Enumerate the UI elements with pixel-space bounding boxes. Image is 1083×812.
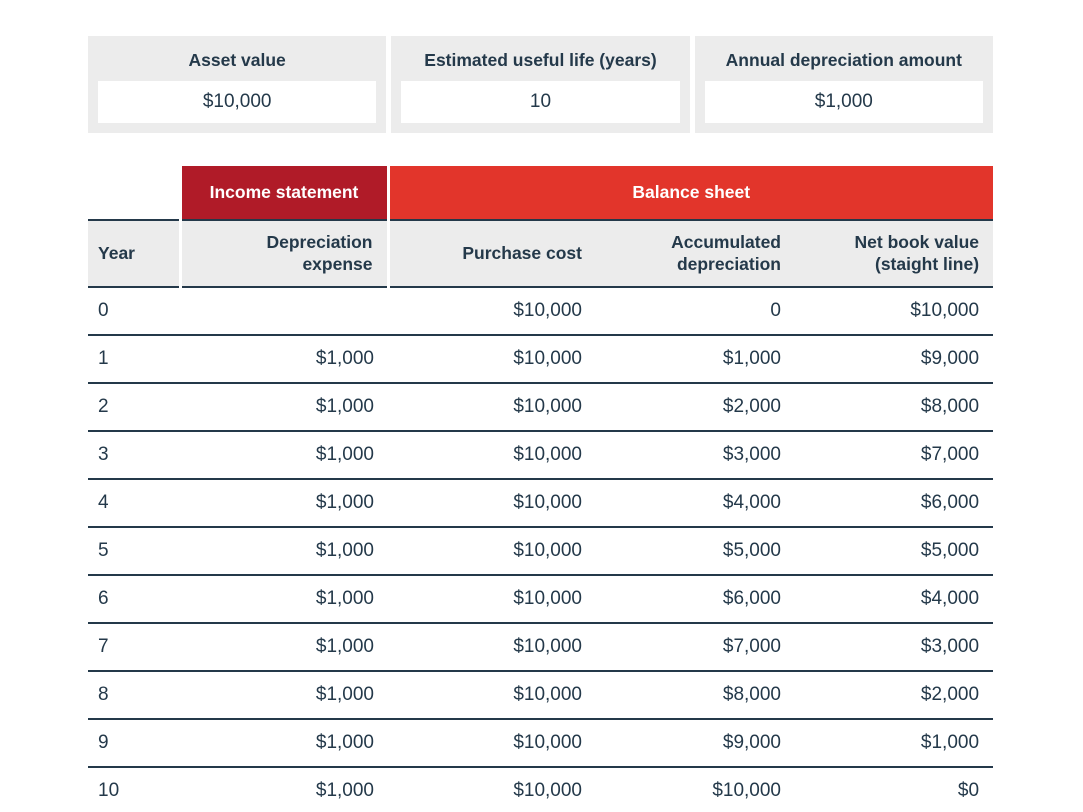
year-cell: 3 bbox=[88, 431, 180, 480]
value-cell: $10,000 bbox=[388, 671, 596, 720]
year-cell: 8 bbox=[88, 671, 180, 720]
value-cell: $4,000 bbox=[596, 479, 795, 528]
year-column-header: Year bbox=[88, 220, 180, 288]
table-row: 8 $1,000 $10,000 $8,000 $2,000 bbox=[88, 671, 994, 720]
value-cell: $10,000 bbox=[388, 431, 596, 480]
year-cell: 2 bbox=[88, 383, 180, 432]
group-header-row: Income statement Balance sheet bbox=[88, 166, 994, 221]
value-cell: $7,000 bbox=[596, 623, 795, 672]
value-cell: $1,000 bbox=[596, 335, 795, 384]
value-cell: $1,000 bbox=[180, 767, 388, 812]
table-row: 6 $1,000 $10,000 $6,000 $4,000 bbox=[88, 575, 994, 624]
value-cell: $10,000 bbox=[388, 767, 596, 812]
value-cell: $6,000 bbox=[596, 575, 795, 624]
value-cell: $2,000 bbox=[596, 383, 795, 432]
value-cell: $5,000 bbox=[795, 527, 994, 576]
column-header-row: Year Depreciation expense Purchase cost … bbox=[88, 220, 994, 288]
value-cell: $10,000 bbox=[596, 767, 795, 812]
table-row: 3 $1,000 $10,000 $3,000 $7,000 bbox=[88, 431, 994, 480]
year-cell: 10 bbox=[88, 767, 180, 812]
value-cell: $10,000 bbox=[388, 383, 596, 432]
balance-sheet-header: Balance sheet bbox=[386, 166, 994, 221]
income-statement-header: Income statement bbox=[178, 166, 388, 221]
value-cell: $8,000 bbox=[795, 383, 994, 432]
depreciation-table: Income statement Balance sheet Year Depr… bbox=[88, 166, 994, 812]
table-row: 7 $1,000 $10,000 $7,000 $3,000 bbox=[88, 623, 994, 672]
annual-depreciation-label: Annual depreciation amount bbox=[725, 50, 962, 70]
purchase-cost-column-header: Purchase cost bbox=[386, 220, 596, 288]
value-cell: $10,000 bbox=[388, 719, 596, 768]
accumulated-depreciation-column-header: Accumulated depreciation bbox=[596, 220, 795, 288]
value-cell: $1,000 bbox=[180, 479, 388, 528]
value-cell: $10,000 bbox=[795, 287, 994, 336]
depreciation-calculator: Asset value $10,000 Estimated useful lif… bbox=[88, 36, 994, 812]
value-cell: $5,000 bbox=[596, 527, 795, 576]
value-cell: $3,000 bbox=[596, 431, 795, 480]
value-cell: $10,000 bbox=[388, 479, 596, 528]
value-cell: $4,000 bbox=[795, 575, 994, 624]
asset-value-card: Asset value $10,000 bbox=[88, 36, 387, 133]
value-cell: $1,000 bbox=[180, 575, 388, 624]
value-cell: $1,000 bbox=[795, 719, 994, 768]
year-cell: 7 bbox=[88, 623, 180, 672]
table-body: 0 $10,000 0 $10,000 1 $1,000 $10,000 $1,000 $9,0… bbox=[88, 287, 994, 812]
value-cell: $8,000 bbox=[596, 671, 795, 720]
annual-depreciation-card: Annual depreciation amount $1,000 bbox=[694, 36, 993, 133]
depreciation-expense-column-header: Depreciation expense bbox=[178, 220, 388, 288]
table-row: 9 $1,000 $10,000 $9,000 $1,000 bbox=[88, 719, 994, 768]
value-cell: $0 bbox=[795, 767, 994, 812]
value-cell: $9,000 bbox=[795, 335, 994, 384]
value-cell: $1,000 bbox=[180, 527, 388, 576]
year-cell: 1 bbox=[88, 335, 180, 384]
value-cell: $1,000 bbox=[180, 383, 388, 432]
value-cell: $2,000 bbox=[795, 671, 994, 720]
value-cell: 0 bbox=[596, 287, 795, 336]
value-cell: $10,000 bbox=[388, 623, 596, 672]
useful-life-label: Estimated useful life (years) bbox=[424, 50, 657, 70]
table-row: 0 $10,000 0 $10,000 bbox=[88, 287, 994, 336]
table-row: 5 $1,000 $10,000 $5,000 $5,000 bbox=[88, 527, 994, 576]
value-cell: $1,000 bbox=[180, 671, 388, 720]
asset-value-input[interactable]: $10,000 bbox=[98, 81, 377, 123]
value-cell: $1,000 bbox=[180, 719, 388, 768]
table-row: 4 $1,000 $10,000 $4,000 $6,000 bbox=[88, 479, 994, 528]
value-cell: $9,000 bbox=[596, 719, 795, 768]
value-cell: $3,000 bbox=[795, 623, 994, 672]
useful-life-input[interactable]: 10 bbox=[401, 81, 680, 123]
year-cell: 0 bbox=[88, 287, 180, 336]
year-cell: 6 bbox=[88, 575, 180, 624]
table-row: 1 $1,000 $10,000 $1,000 $9,000 bbox=[88, 335, 994, 384]
value-cell: $6,000 bbox=[795, 479, 994, 528]
input-cards: Asset value $10,000 Estimated useful lif… bbox=[88, 36, 993, 133]
annual-depreciation-input[interactable]: $1,000 bbox=[704, 81, 983, 123]
useful-life-card: Estimated useful life (years) 10 bbox=[391, 36, 690, 133]
year-cell: 9 bbox=[88, 719, 180, 768]
group-header-spacer bbox=[88, 166, 180, 221]
table-row: 10 $1,000 $10,000 $10,000 $0 bbox=[88, 767, 994, 812]
value-cell: $1,000 bbox=[180, 335, 388, 384]
value-cell: $10,000 bbox=[388, 287, 596, 336]
value-cell bbox=[180, 287, 388, 336]
value-cell: $1,000 bbox=[180, 623, 388, 672]
value-cell: $10,000 bbox=[388, 335, 596, 384]
table-row: 2 $1,000 $10,000 $2,000 $8,000 bbox=[88, 383, 994, 432]
asset-value-label: Asset value bbox=[188, 50, 286, 70]
year-cell: 5 bbox=[88, 527, 180, 576]
value-cell: $10,000 bbox=[388, 527, 596, 576]
year-cell: 4 bbox=[88, 479, 180, 528]
net-book-value-column-header: Net book value (staight line) bbox=[795, 220, 994, 288]
value-cell: $1,000 bbox=[180, 431, 388, 480]
value-cell: $10,000 bbox=[388, 575, 596, 624]
value-cell: $7,000 bbox=[795, 431, 994, 480]
